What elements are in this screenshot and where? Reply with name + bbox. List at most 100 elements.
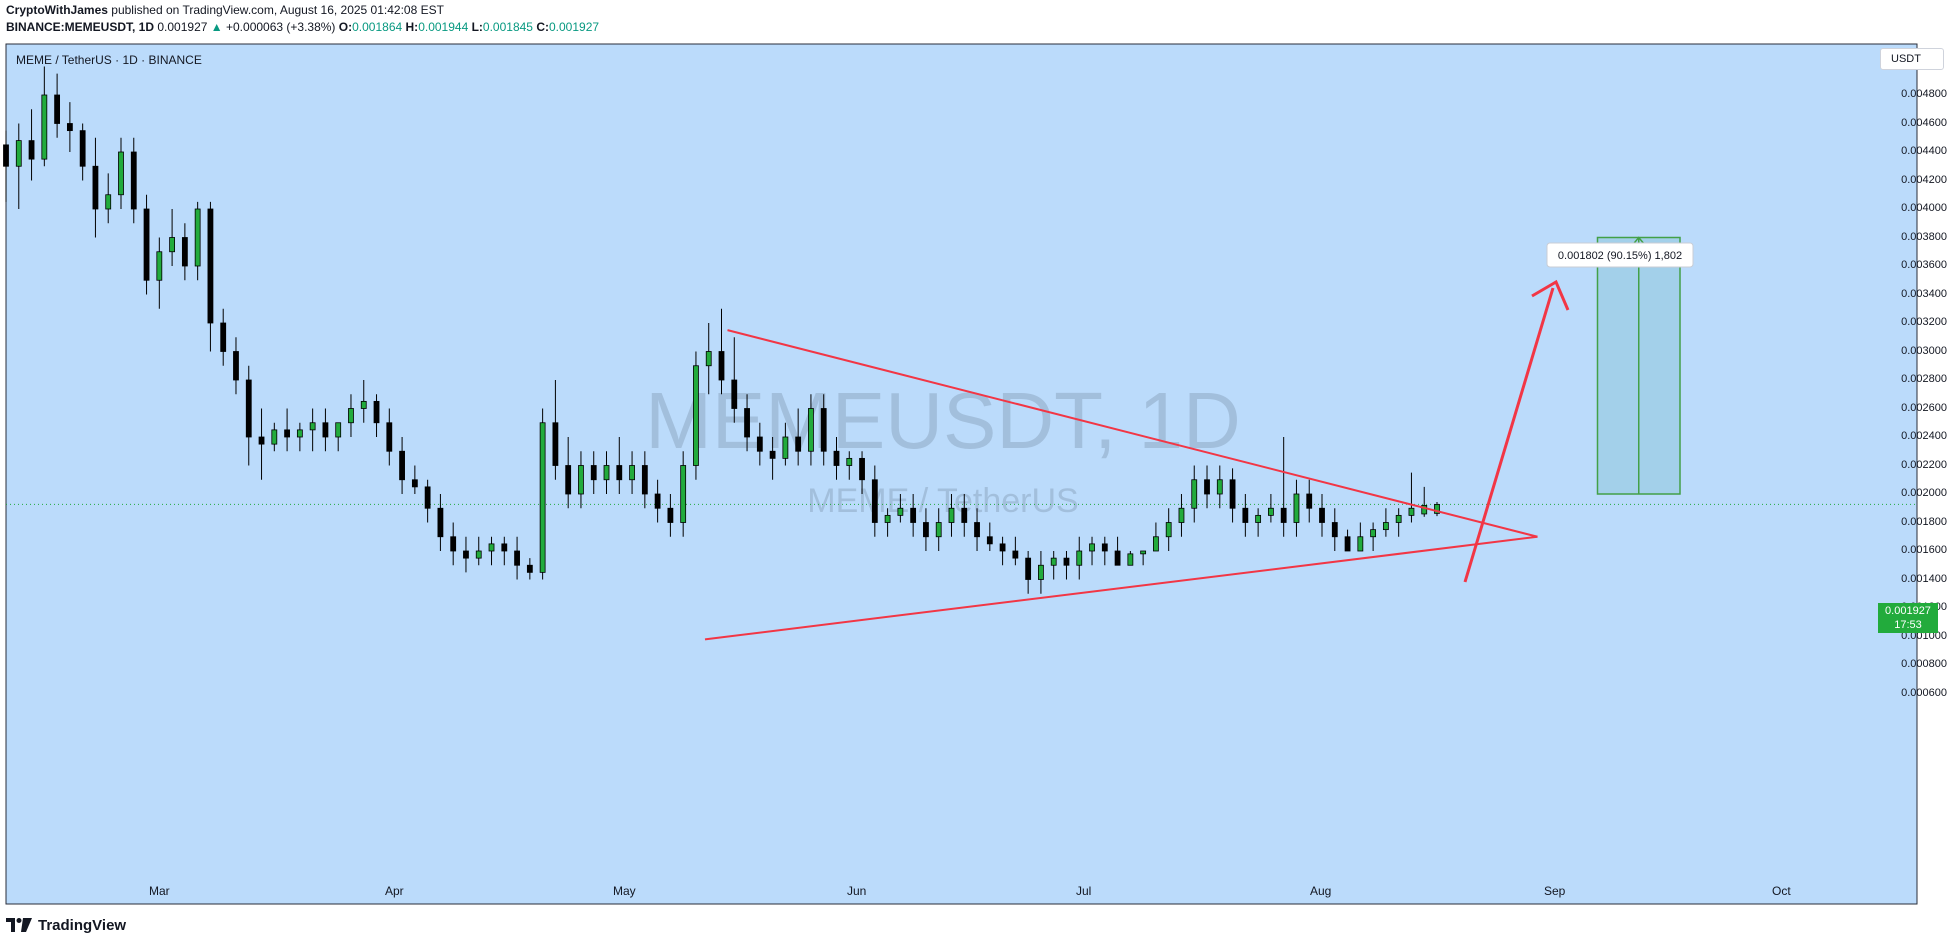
- price-tick: 0.001800: [1901, 515, 1947, 528]
- candle-body: [41, 94, 48, 160]
- candle-body: [667, 507, 674, 523]
- price-tick: 0.002600: [1901, 401, 1947, 414]
- h-label: H:: [405, 20, 419, 34]
- candle-body: [1331, 522, 1338, 538]
- candle-body: [603, 465, 610, 481]
- candle-body: [923, 522, 929, 538]
- candle-body: [859, 457, 865, 481]
- candle-body: [1050, 557, 1057, 566]
- price-tick: 0.001400: [1901, 572, 1947, 585]
- candle-body: [782, 436, 789, 459]
- candle-body: [1204, 479, 1210, 495]
- candle-body: [552, 422, 559, 466]
- candle-body: [143, 208, 150, 281]
- candle-body: [296, 429, 303, 438]
- candle-body: [1268, 507, 1274, 516]
- target-label: 0.001802 (90.15%) 1,802: [1558, 250, 1682, 262]
- countdown: 17:53: [1894, 619, 1922, 631]
- candle-body: [1101, 543, 1108, 552]
- candle-body: [718, 351, 725, 381]
- candle-body: [999, 543, 1006, 552]
- candle-body: [616, 465, 623, 481]
- candle-body: [744, 408, 750, 438]
- brand-name[interactable]: TradingView: [38, 916, 127, 934]
- time-tick: May: [613, 884, 636, 898]
- candle-body: [1165, 522, 1172, 538]
- candle-body: [411, 479, 418, 488]
- price-tick: 0.000800: [1901, 658, 1947, 670]
- ascending-trendline: [704, 535, 1538, 641]
- l-label: L:: [471, 20, 483, 34]
- candle-body: [181, 237, 188, 267]
- candle-body: [130, 151, 137, 210]
- header: CryptoWithJames published on TradingView…: [6, 2, 1946, 38]
- price-tick: 0.004000: [1901, 202, 1947, 214]
- price-tick: 0.003200: [1901, 316, 1947, 328]
- candle-body: [1370, 529, 1377, 538]
- candle-body: [1191, 479, 1198, 509]
- candle-body: [66, 123, 73, 132]
- candle-body: [1089, 543, 1095, 552]
- candle-body: [1178, 507, 1185, 523]
- price-scale[interactable]: 0.004800 0.004600 0.004400 0.004200 0.004000…: [1874, 44, 1957, 904]
- candle-body: [360, 400, 367, 409]
- candle-body: [897, 507, 904, 516]
- candle-body: [271, 429, 278, 445]
- time-tick: Apr: [385, 884, 404, 898]
- time-tick: Oct: [1772, 884, 1791, 898]
- candle-body: [1153, 536, 1159, 552]
- projection-arrow-line: [1463, 287, 1555, 583]
- candle-body: [526, 564, 533, 573]
- candle-body: [233, 351, 239, 381]
- time-tick: Aug: [1310, 884, 1332, 898]
- candle-body: [1319, 507, 1325, 523]
- candle-body: [1280, 507, 1287, 523]
- price-tick: 0.000600: [1901, 686, 1947, 699]
- candle-body: [1038, 564, 1044, 580]
- candle-body: [3, 144, 9, 167]
- candle-body: [322, 422, 329, 438]
- time-tick: Jul: [1076, 884, 1092, 898]
- tradingview-logo-icon[interactable]: [6, 918, 32, 932]
- price-tick: 0.004200: [1901, 173, 1947, 186]
- h-value: 0.001944: [418, 20, 469, 34]
- price-tick: 0.004600: [1901, 116, 1947, 129]
- candle-body: [207, 208, 214, 324]
- candle-body: [373, 400, 380, 424]
- candle-body: [335, 422, 342, 438]
- candle-body: [820, 408, 827, 452]
- candle-body: [974, 522, 980, 538]
- candle-body: [501, 543, 508, 552]
- candle-body: [475, 550, 482, 559]
- candle-body: [258, 436, 265, 445]
- c-value: 0.001927: [549, 20, 600, 34]
- price-change: +0.000063 (+3.38%): [226, 20, 336, 34]
- candle-body: [539, 422, 546, 573]
- candle-body: [884, 514, 891, 523]
- candle-body: [1344, 536, 1351, 552]
- candle-body: [1434, 504, 1440, 514]
- author[interactable]: CryptoWithJames: [6, 3, 108, 17]
- candle-body: [948, 507, 955, 523]
- candle-body: [578, 465, 584, 495]
- candle-body: [1357, 536, 1364, 552]
- candle-body: [1395, 514, 1402, 523]
- candle-body: [961, 507, 968, 523]
- candle-body: [629, 465, 635, 481]
- price-tick: 0.003600: [1901, 259, 1947, 271]
- c-label: C:: [536, 20, 549, 34]
- candle-body: [514, 550, 520, 566]
- time-tick: Sep: [1544, 884, 1566, 898]
- unit-selector[interactable]: USDT: [1880, 48, 1944, 70]
- l-value: 0.001845: [482, 20, 533, 34]
- footer: TradingView: [6, 914, 126, 936]
- descending-trendline: [727, 329, 1538, 538]
- symbol-full: BINANCE:MEMEUSDT, 1D: [6, 20, 155, 34]
- price-tick: 0.002000: [1901, 487, 1947, 499]
- candle-body: [386, 422, 393, 452]
- candle-body: [654, 493, 661, 509]
- candle-body: [28, 140, 35, 160]
- candle-body: [1063, 557, 1070, 566]
- candle-body: [450, 536, 457, 552]
